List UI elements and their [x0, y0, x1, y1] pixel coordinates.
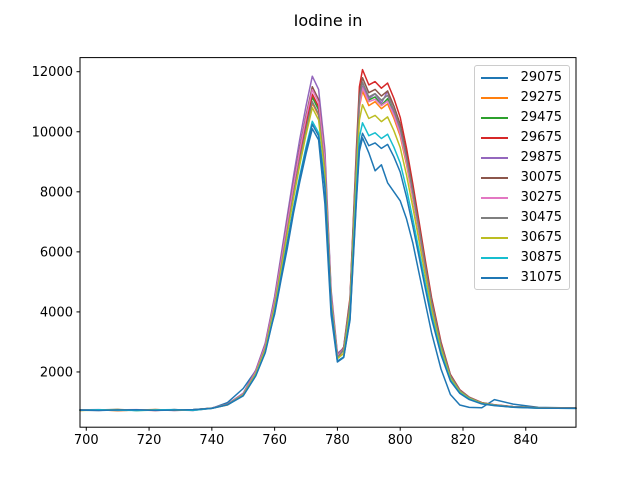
x-tick-label: 740	[199, 433, 224, 448]
legend-line-swatch	[481, 76, 508, 79]
axes-spines	[79, 57, 577, 428]
legend-label: 29075	[520, 70, 562, 86]
legend-item: 30675	[481, 231, 562, 244]
y-tick-label: 4000	[40, 305, 73, 320]
x-tick-label: 780	[325, 433, 350, 448]
legend-label: 30675	[520, 230, 562, 246]
legend-line-swatch	[481, 136, 508, 139]
x-tick-label: 800	[388, 433, 413, 448]
legend: 29075 29275 29475 29675 29875 30075 3027…	[474, 65, 570, 291]
x-tick-label: 840	[513, 433, 538, 448]
series-line-31075	[79, 123, 577, 412]
legend-line-swatch	[481, 256, 508, 259]
legend-item: 29275	[481, 91, 562, 104]
y-tick-label: 12000	[32, 65, 73, 80]
legend-item: 30475	[481, 211, 562, 224]
legend-line-swatch	[481, 176, 508, 179]
legend-item: 30275	[481, 191, 562, 204]
x-tick-label: 760	[262, 433, 287, 448]
legend-label: 29475	[520, 110, 562, 126]
legend-line-swatch	[481, 216, 508, 219]
legend-item: 31075	[481, 271, 562, 284]
y-tick-label: 2000	[40, 365, 73, 380]
x-tick-label: 820	[451, 433, 476, 448]
x-tick-label: 720	[137, 433, 162, 448]
y-tick-label: 8000	[40, 185, 73, 200]
legend-line-swatch	[481, 236, 508, 239]
legend-item: 30875	[481, 251, 562, 264]
legend-item: 30075	[481, 171, 562, 184]
legend-line-swatch	[481, 116, 508, 119]
y-tick-label: 6000	[40, 245, 73, 260]
legend-item: 29675	[481, 131, 562, 144]
legend-label: 31075	[520, 270, 562, 286]
legend-label: 30475	[520, 210, 562, 226]
legend-label: 30275	[520, 190, 562, 206]
legend-label: 29275	[520, 90, 562, 106]
chart-title: Iodine in	[293, 11, 363, 30]
legend-item: 29075	[481, 71, 562, 84]
legend-line-swatch	[481, 96, 508, 99]
legend-label: 30075	[520, 170, 562, 186]
legend-line-swatch	[481, 156, 508, 159]
legend-item: 29875	[481, 151, 562, 164]
legend-label: 29875	[520, 150, 562, 166]
legend-label: 30875	[520, 250, 562, 266]
legend-item: 29475	[481, 111, 562, 124]
legend-label: 29675	[520, 130, 562, 146]
x-tick-label: 700	[74, 433, 99, 448]
legend-line-swatch	[481, 196, 508, 199]
legend-line-swatch	[481, 276, 508, 279]
y-tick-label: 10000	[32, 125, 73, 140]
